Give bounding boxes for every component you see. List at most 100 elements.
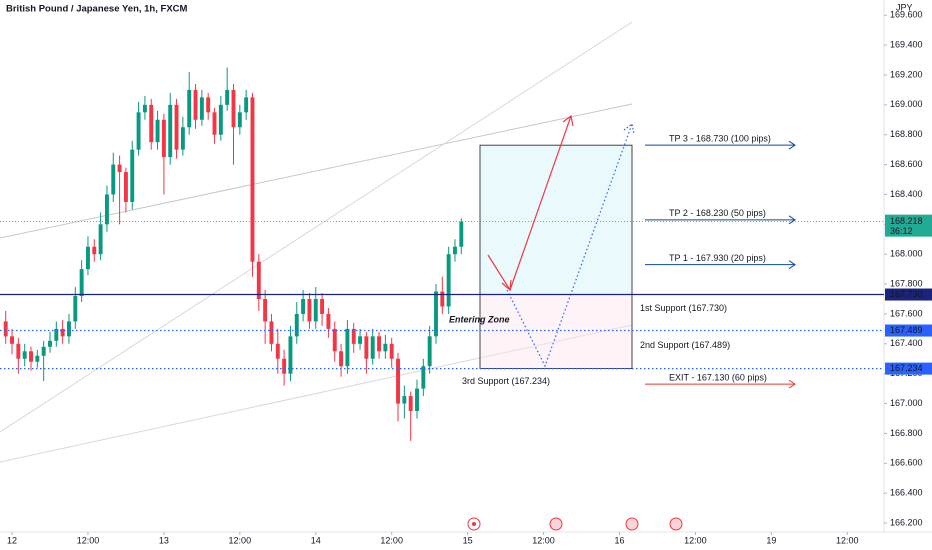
last-price-label: 168.218: [890, 216, 923, 226]
candle-body: [415, 388, 419, 412]
candle-body: [16, 343, 21, 359]
x-tick-label: 12:00: [836, 535, 859, 545]
candle-body: [282, 358, 287, 374]
target-label-bg: [664, 207, 774, 218]
candle-body: [104, 194, 109, 225]
x-tick-label: 12:00: [77, 535, 100, 545]
y-tick-label: 167.400: [890, 338, 923, 348]
y-tick-label: 169.600: [890, 10, 923, 20]
x-tick-label: 12:00: [229, 535, 252, 545]
candle-body: [35, 355, 40, 362]
candle-body: [136, 112, 141, 150]
x-tick-label: 16: [614, 535, 624, 545]
event-icons: [467, 517, 683, 531]
candle-body: [250, 97, 255, 262]
candle-body: [48, 340, 52, 347]
candle-body: [332, 328, 337, 352]
candle-body: [149, 104, 154, 143]
candle-body: [358, 336, 363, 344]
candle-body: [459, 221, 464, 247]
candle-body: [313, 299, 318, 322]
event-icon-dot: [472, 522, 476, 526]
candle-body: [123, 172, 128, 202]
risk-zone: [479, 294, 633, 370]
candle-body: [434, 291, 438, 337]
candle-body: [212, 112, 217, 135]
candle-body: [370, 336, 375, 359]
candle-body: [269, 321, 274, 344]
support-label: 2nd Support (167.489): [640, 340, 730, 350]
candle-body: [218, 104, 223, 135]
target-label: TP 1 - 167.930 (20 pips): [669, 253, 766, 263]
y-tick-label: 169.000: [890, 99, 923, 109]
target-label: TP 2 - 168.230 (50 pips): [669, 208, 766, 218]
candle-body: [351, 328, 356, 344]
candle-body: [294, 313, 299, 337]
y-tick-label: 168.600: [890, 159, 923, 169]
candle-body: [79, 269, 84, 297]
x-tick-label: 12: [7, 535, 17, 545]
candle-body: [199, 97, 204, 120]
candle-body: [41, 346, 46, 356]
target-arrow-head: [788, 215, 796, 225]
candle-body: [3, 321, 8, 337]
x-tick-label: 14: [311, 535, 321, 545]
candle-body: [29, 351, 33, 362]
candle-body: [73, 296, 78, 322]
x-tick-label: 19: [766, 535, 776, 545]
event-icon[interactable]: [549, 517, 563, 531]
candle-body: [22, 351, 27, 359]
candle-body: [339, 351, 344, 367]
y-tick-label: 167.600: [890, 308, 923, 318]
candle-body: [54, 328, 59, 341]
candle-body: [446, 254, 451, 307]
event-icon[interactable]: [625, 517, 639, 531]
candle-body: [174, 104, 179, 150]
target-arrow-head: [788, 140, 796, 150]
currency-label: JPY: [896, 2, 913, 12]
y-tick-label: 168.800: [890, 129, 923, 139]
candle-body: [345, 328, 350, 367]
candle-body: [288, 336, 293, 374]
y-tick-label: 166.800: [890, 428, 923, 438]
blue-path: [506, 123, 633, 368]
candle-body: [256, 261, 261, 300]
target-arrow-head: [788, 379, 796, 389]
candle-body: [320, 299, 325, 314]
candle-body: [396, 358, 400, 404]
candle-body: [275, 343, 280, 359]
candle-body: [301, 299, 306, 314]
y-tick-label: 168.000: [890, 249, 923, 259]
support-label: 1st Support (167.730): [640, 303, 727, 313]
countdown: 36:12: [890, 226, 913, 236]
candle-body: [92, 246, 97, 255]
zones: [479, 144, 633, 370]
x-tick-label: 12:00: [380, 535, 403, 545]
target-label: TP 3 - 168.730 (100 pips): [669, 134, 771, 144]
candle-body: [85, 246, 90, 270]
price-label-bg: [885, 324, 932, 337]
target-label-bg: [664, 372, 774, 383]
support-label: 3rd Support (167.234): [462, 376, 550, 386]
price-label: 167.234: [890, 363, 923, 373]
arrow-head: [562, 114, 574, 127]
profit-zone: [479, 144, 633, 295]
red-arrow: [509, 115, 572, 291]
event-icon[interactable]: [669, 517, 683, 531]
candle-body: [402, 396, 407, 404]
target-label-bg: [664, 133, 774, 144]
candle-body: [180, 127, 185, 150]
x-tick-label: 15: [463, 535, 473, 545]
candle-body: [168, 104, 173, 158]
candle-body: [244, 97, 249, 113]
candle-body: [427, 336, 432, 367]
candle-body: [383, 343, 388, 352]
zone-label: Entering Zone: [449, 314, 510, 324]
y-tick-label: 169.400: [890, 39, 923, 49]
candle-body: [377, 336, 381, 352]
candle-body: [421, 366, 426, 389]
target-label: EXIT - 167.130 (60 pips): [669, 373, 767, 383]
overlays: 1st Support (167.730) 2nd Support (167.48…: [0, 114, 884, 531]
candle-body: [117, 164, 122, 173]
candle-body: [193, 89, 198, 120]
